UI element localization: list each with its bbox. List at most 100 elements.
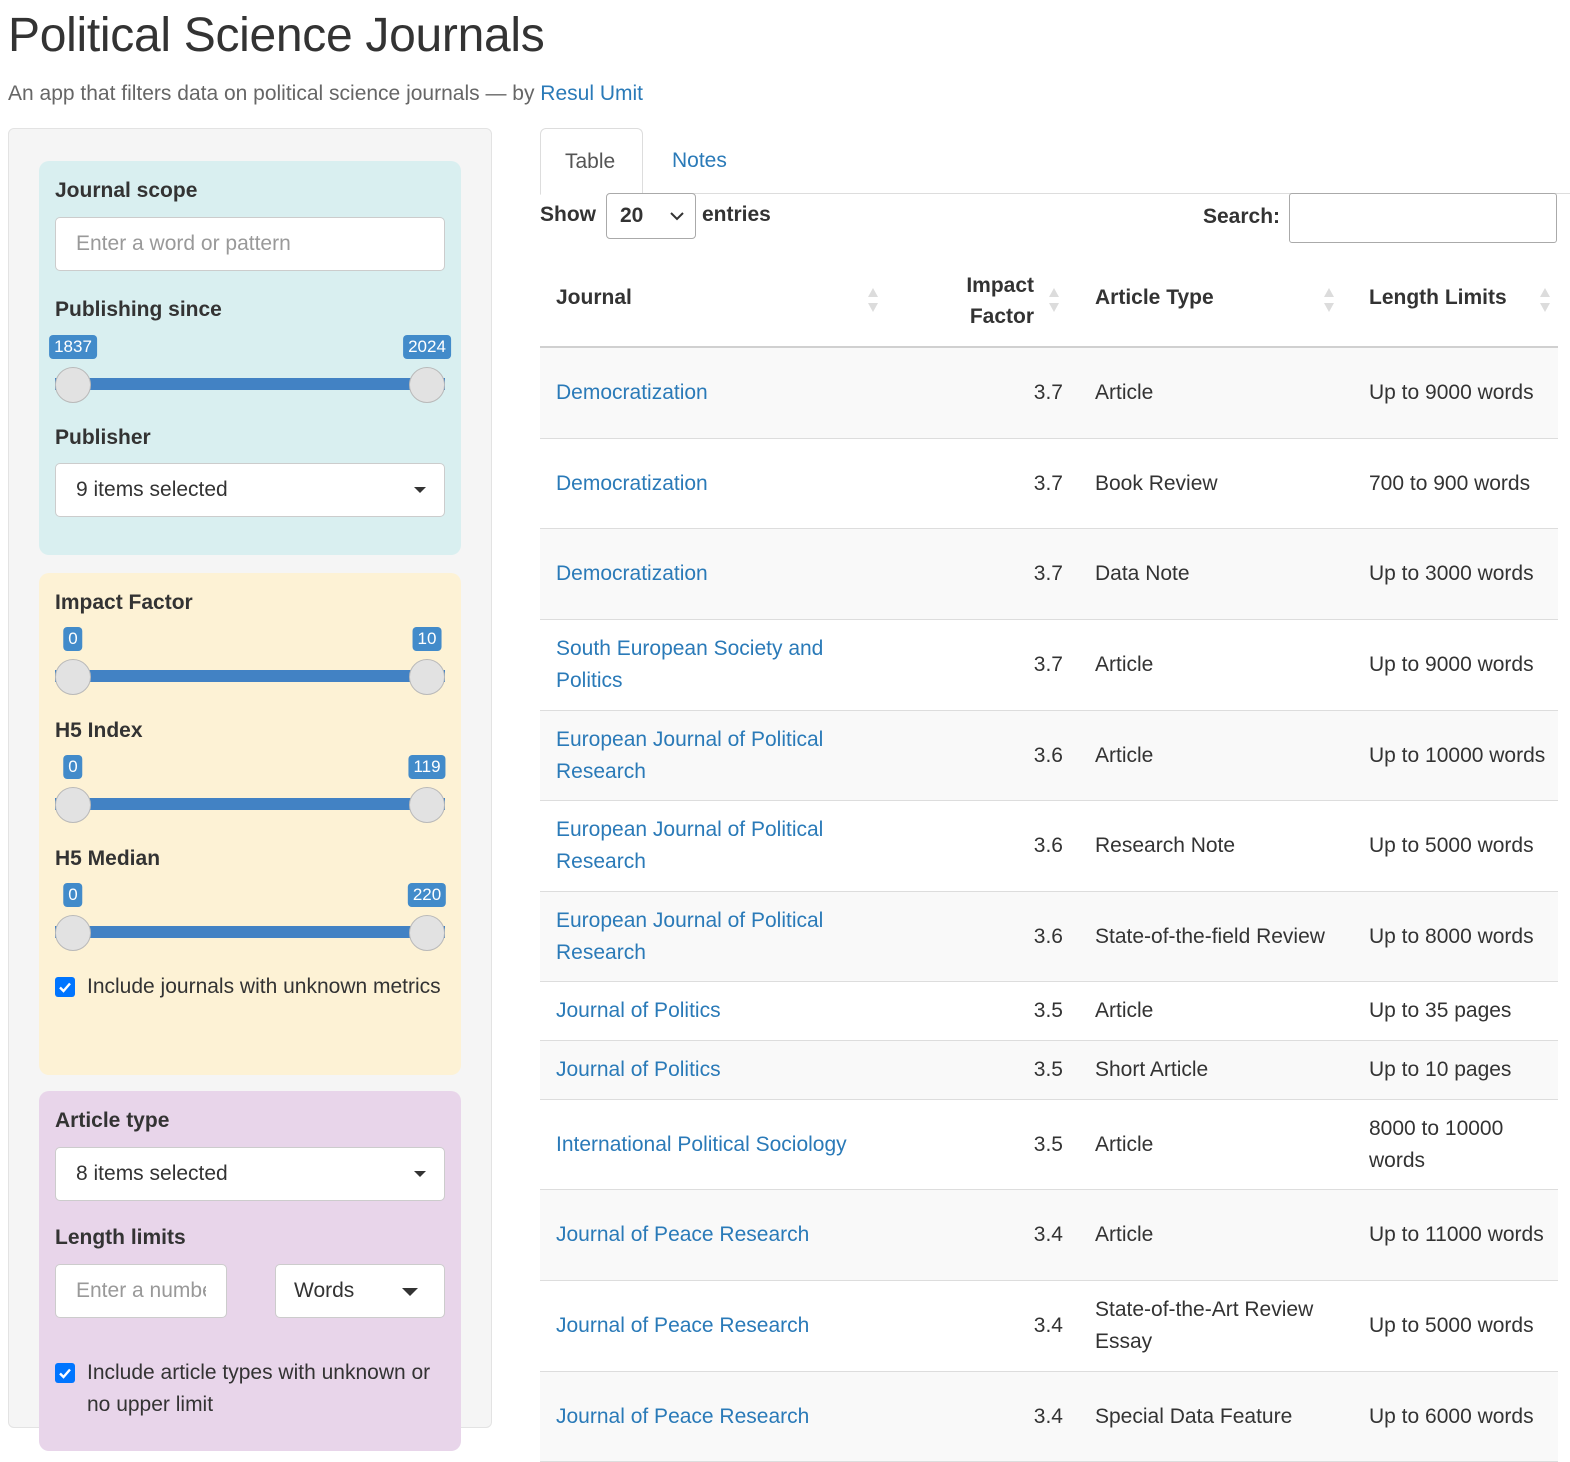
journal-scope-input[interactable] <box>55 217 445 271</box>
column-header-journal[interactable]: Journal <box>540 256 886 346</box>
journal-link[interactable]: European Journal of Political Research <box>556 801 886 891</box>
table-row: Journal of Peace Research 3.4 Special Da… <box>540 1372 1558 1462</box>
length-limit-cell: Up to 10 pages <box>1369 1041 1554 1099</box>
impact-factor-cell: 3.7 <box>900 439 1063 528</box>
journal-link[interactable]: Journal of Politics <box>556 1041 886 1099</box>
length-limit-cell: Up to 5000 words <box>1369 1281 1554 1371</box>
length-limit-cell: 700 to 900 words <box>1369 439 1554 528</box>
table-search-input[interactable] <box>1289 193 1557 243</box>
journal-link[interactable]: Journal of Peace Research <box>556 1281 886 1371</box>
journal-scope-label: Journal scope <box>55 179 197 203</box>
slider-max-handle[interactable] <box>409 787 445 823</box>
column-header-label: Impact Factor <box>914 270 1034 332</box>
slider-bar <box>55 378 445 390</box>
length-limit-cell: Up to 10000 words <box>1369 711 1554 800</box>
slider-min-handle[interactable] <box>55 915 91 951</box>
impact-factor-cell: 3.7 <box>900 529 1063 619</box>
slider-max-handle[interactable] <box>409 367 445 403</box>
impact-factor-cell: 3.5 <box>900 1100 1063 1189</box>
table-row: Journal of Politics 3.5 Short Article Up… <box>540 1041 1558 1100</box>
table-row: South European Society and Politics 3.7 … <box>540 620 1558 711</box>
journal-link[interactable]: European Journal of Political Research <box>556 892 886 981</box>
length-limit-cell: Up to 11000 words <box>1369 1190 1554 1280</box>
journal-link[interactable]: Journal of Politics <box>556 982 886 1040</box>
slider-min-value: 1837 <box>49 335 97 359</box>
impact-factor-slider[interactable]: 0 10 <box>55 627 445 707</box>
column-header-label: Length Limits <box>1369 286 1507 310</box>
column-header-impact-factor[interactable]: Impact Factor <box>886 256 1076 346</box>
unknown-limit-checkbox[interactable] <box>55 1363 75 1383</box>
article-type-cell: Article <box>1095 1100 1353 1189</box>
article-type-cell: State-of-the-field Review <box>1095 892 1353 981</box>
length-unit-value: Words <box>294 1279 354 1302</box>
article-type-cell: Article <box>1095 1190 1353 1280</box>
entries-value: 20 <box>620 204 643 227</box>
column-header-article-type[interactable]: Article Type <box>1076 256 1352 346</box>
impact-factor-cell: 3.5 <box>900 1041 1063 1099</box>
entries-select[interactable]: 20 <box>606 193 696 239</box>
article-type-cell: Article <box>1095 982 1353 1040</box>
search-label: Search: <box>1203 205 1280 229</box>
subtitle-text: An app that filters data on political sc… <box>8 82 540 105</box>
slider-min-handle[interactable] <box>55 367 91 403</box>
journal-link[interactable]: Democratization <box>556 529 886 619</box>
caret-down-icon <box>414 1171 426 1177</box>
article-type-select[interactable]: 8 items selected <box>55 1147 445 1201</box>
page-title: Political Science Journals <box>8 8 544 63</box>
tab-table[interactable]: Table <box>540 128 643 195</box>
publisher-select[interactable]: 9 items selected <box>55 463 445 517</box>
journal-link[interactable]: European Journal of Political Research <box>556 711 886 800</box>
sort-icon <box>1538 286 1552 314</box>
slider-min-handle[interactable] <box>55 787 91 823</box>
publishing-since-slider[interactable]: 1837 2024 <box>55 335 445 415</box>
impact-factor-cell: 3.4 <box>900 1190 1063 1280</box>
column-header-length-limits[interactable]: Length Limits <box>1352 256 1558 346</box>
article-type-cell: Article <box>1095 620 1353 710</box>
tab-notes[interactable]: Notes <box>648 128 751 194</box>
impact-factor-cell: 3.7 <box>900 620 1063 710</box>
entries-label: entries <box>702 203 771 227</box>
article-type-label: Article type <box>55 1109 169 1133</box>
unknown-metrics-checkbox-row[interactable]: Include journals with unknown metrics <box>55 971 445 1003</box>
journal-link[interactable]: Democratization <box>556 348 886 438</box>
table-row: European Journal of Political Research 3… <box>540 892 1558 982</box>
h5-median-slider[interactable]: 0 220 <box>55 883 445 963</box>
checkmark-icon <box>57 979 73 995</box>
length-limit-cell: Up to 35 pages <box>1369 982 1554 1040</box>
table-row: Journal of Peace Research 3.4 Article Up… <box>540 1190 1558 1281</box>
article-type-cell: State-of-the-Art Review Essay <box>1095 1281 1353 1371</box>
impact-factor-cell: 3.4 <box>900 1372 1063 1461</box>
slider-max-handle[interactable] <box>409 915 445 951</box>
sort-icon <box>1047 286 1061 314</box>
h5-index-label: H5 Index <box>55 719 143 743</box>
journal-filter-panel: Journal scope Publishing since 1837 2024… <box>39 161 461 555</box>
slider-max-handle[interactable] <box>409 659 445 695</box>
journal-link[interactable]: Journal of Peace Research <box>556 1190 886 1280</box>
tab-bar: Table Notes <box>540 128 1570 194</box>
journal-link[interactable]: Democratization <box>556 439 886 528</box>
length-limit-input[interactable] <box>55 1264 227 1318</box>
caret-down-icon <box>414 487 426 493</box>
article-type-cell: Data Note <box>1095 529 1353 619</box>
length-unit-select[interactable]: Words <box>275 1264 445 1318</box>
article-type-cell: Article <box>1095 711 1353 800</box>
show-label: Show <box>540 203 596 227</box>
article-type-cell: Short Article <box>1095 1041 1353 1099</box>
unknown-limit-checkbox-row[interactable]: Include article types with unknown or no… <box>55 1357 445 1421</box>
publisher-label: Publisher <box>55 426 151 450</box>
h5-index-slider[interactable]: 0 119 <box>55 755 445 835</box>
unknown-metrics-checkbox[interactable] <box>55 977 75 997</box>
length-limit-cell: Up to 3000 words <box>1369 529 1554 619</box>
journal-link[interactable]: Journal of Peace Research <box>556 1372 886 1461</box>
slider-max-value: 2024 <box>403 335 451 359</box>
journal-table-body: Democratization 3.7 Article Up to 9000 w… <box>540 348 1558 1462</box>
length-limit-cell: Up to 5000 words <box>1369 801 1554 891</box>
slider-min-handle[interactable] <box>55 659 91 695</box>
journal-link[interactable]: South European Society and Politics <box>556 620 886 710</box>
author-link[interactable]: Resul Umit <box>540 82 643 105</box>
journal-link[interactable]: International Political Sociology <box>556 1100 886 1189</box>
table-row: Democratization 3.7 Book Review 700 to 9… <box>540 439 1558 529</box>
length-limit-cell: Up to 6000 words <box>1369 1372 1554 1461</box>
filter-sidebar: Journal scope Publishing since 1837 2024… <box>8 128 492 1428</box>
length-limit-cell: Up to 8000 words <box>1369 892 1554 981</box>
